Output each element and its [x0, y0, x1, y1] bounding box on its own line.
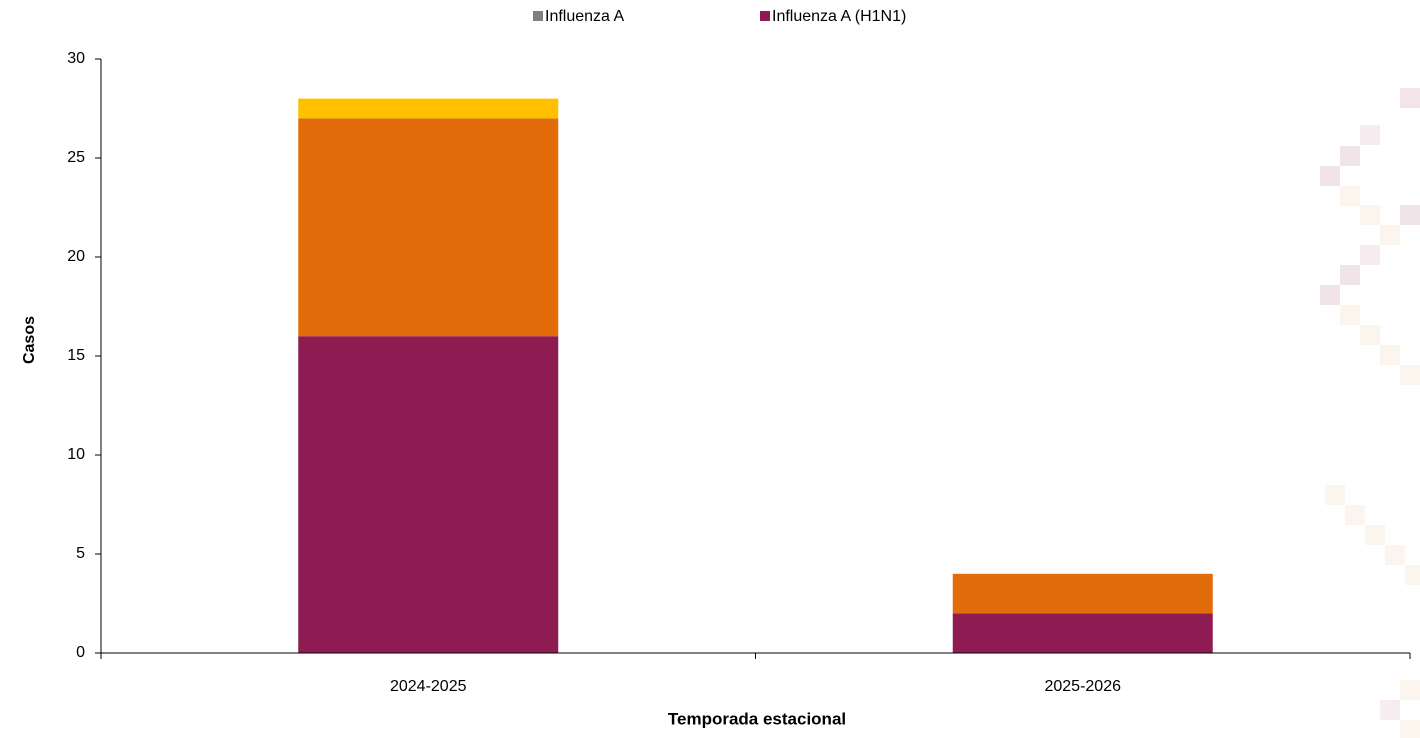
x-axis-title: Temporada estacional	[668, 709, 846, 728]
y-tick-label: 5	[76, 545, 85, 562]
y-tick-label: 0	[76, 644, 85, 661]
y-axis-title: Casos	[21, 316, 38, 364]
x-tick-label: 2024-2025	[390, 678, 467, 695]
bar-segment	[952, 573, 1213, 614]
bar-segment	[298, 98, 559, 119]
bar-segment	[298, 118, 559, 337]
y-tick-label: 10	[67, 446, 85, 463]
y-tick-label: 20	[67, 248, 85, 265]
y-tick-label: 15	[67, 347, 85, 364]
decoration	[1320, 88, 1420, 738]
x-tick-label: 2025-2026	[1044, 678, 1121, 695]
y-tick-label: 25	[67, 149, 85, 166]
legend-swatch	[760, 11, 770, 21]
legend-label: Influenza A	[545, 8, 625, 25]
legend-label: Influenza A (H1N1)	[772, 8, 906, 25]
legend-swatch	[533, 11, 543, 21]
bar-segment	[952, 613, 1213, 653]
bar-segment	[298, 336, 559, 653]
y-tick-label: 30	[67, 50, 85, 67]
